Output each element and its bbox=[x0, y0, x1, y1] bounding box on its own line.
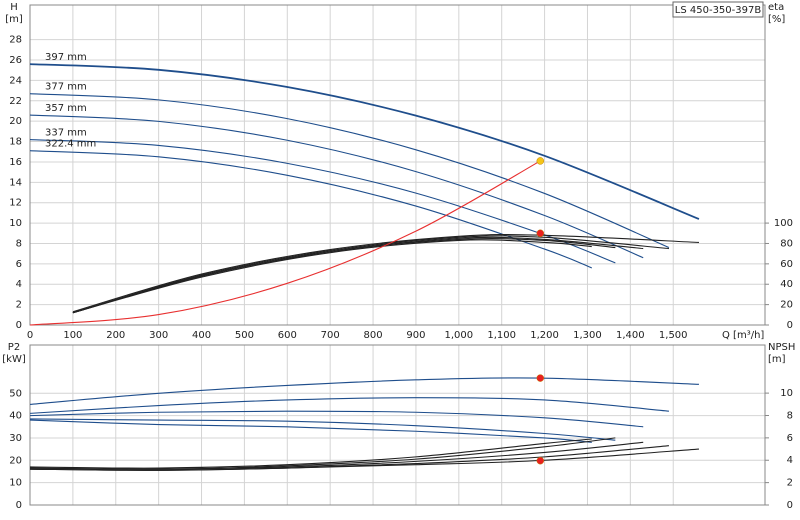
operating-point bbox=[536, 456, 545, 465]
y2-tick-label: 6 bbox=[787, 433, 793, 444]
x-tick-label: 200 bbox=[106, 330, 125, 341]
y2-tick-label: 4 bbox=[787, 455, 793, 466]
y-tick-label: 12 bbox=[9, 198, 22, 209]
x-tick-label: 1,200 bbox=[530, 330, 559, 341]
x-tick-label: 0 bbox=[27, 330, 33, 341]
curve-label: 397 mm bbox=[45, 52, 87, 63]
x-tick-label: 1,000 bbox=[445, 330, 474, 341]
curve bbox=[29, 114, 644, 259]
curve bbox=[72, 237, 616, 314]
curve bbox=[29, 93, 670, 249]
x-axis-label: Q [m³/h] bbox=[722, 330, 764, 341]
x-tick-label: 1,300 bbox=[573, 330, 602, 341]
curve-label: 337 mm bbox=[45, 128, 87, 139]
y-tick-label: 24 bbox=[9, 75, 22, 86]
curve bbox=[29, 63, 700, 220]
y2-tick-label: 100 bbox=[774, 218, 793, 229]
y-axis-unit: [m] bbox=[5, 14, 23, 25]
y-tick-label: 28 bbox=[9, 35, 22, 46]
y-tick-label: 6 bbox=[16, 259, 22, 270]
y-tick-label: 10 bbox=[9, 218, 22, 229]
y-tick-label: 0 bbox=[16, 320, 22, 331]
y-tick-label: 0 bbox=[16, 500, 22, 511]
x-tick-label: 1,500 bbox=[659, 330, 688, 341]
plot-frame bbox=[29, 4, 766, 326]
y2-axis-label: eta bbox=[768, 2, 784, 13]
curve bbox=[29, 437, 616, 470]
operating-point bbox=[536, 374, 545, 382]
y-tick-label: 20 bbox=[9, 116, 22, 127]
y-tick-label: 16 bbox=[9, 157, 22, 168]
title-box bbox=[672, 1, 764, 18]
y2-axis-label: NPSH bbox=[768, 342, 795, 353]
operating-point bbox=[536, 157, 545, 165]
y2-tick-label: 0 bbox=[787, 500, 793, 511]
y-tick-label: 8 bbox=[16, 238, 22, 249]
x-tick-label: 800 bbox=[364, 330, 383, 341]
curve bbox=[29, 445, 669, 471]
x-tick-label: 500 bbox=[235, 330, 254, 341]
y2-tick-label: 60 bbox=[780, 259, 793, 270]
x-tick-label: 300 bbox=[149, 330, 168, 341]
y-axis-label: P2 bbox=[8, 342, 20, 353]
y-tick-label: 26 bbox=[9, 55, 22, 66]
curve bbox=[29, 418, 616, 441]
curve bbox=[29, 397, 669, 414]
curve bbox=[72, 235, 669, 314]
x-tick-label: 700 bbox=[321, 330, 340, 341]
y2-axis-unit: [%] bbox=[768, 14, 785, 25]
y2-tick-label: 80 bbox=[780, 238, 793, 249]
y2-tick-label: 2 bbox=[787, 478, 793, 489]
x-tick-label: 400 bbox=[192, 330, 211, 341]
curve bbox=[29, 138, 616, 264]
curve bbox=[29, 150, 592, 269]
y2-tick-label: 20 bbox=[780, 300, 793, 311]
y-axis-unit: [kW] bbox=[2, 354, 26, 365]
x-tick-label: 100 bbox=[63, 330, 82, 341]
y-tick-label: 22 bbox=[9, 96, 22, 107]
curve bbox=[29, 410, 644, 428]
y-tick-label: 4 bbox=[16, 279, 22, 290]
curve-label: 377 mm bbox=[45, 82, 87, 93]
y2-tick-label: 10 bbox=[780, 388, 793, 399]
y2-tick-label: 0 bbox=[787, 320, 793, 331]
x-tick-label: 1,100 bbox=[487, 330, 516, 341]
curve bbox=[29, 438, 592, 469]
curve-label: 322.4 mm bbox=[45, 139, 96, 150]
y-tick-label: 20 bbox=[9, 455, 22, 466]
x-tick-label: 600 bbox=[278, 330, 297, 341]
y-tick-label: 2 bbox=[16, 300, 22, 311]
y-tick-label: 14 bbox=[9, 177, 22, 188]
y-tick-label: 30 bbox=[9, 433, 22, 444]
curve-label: 357 mm bbox=[45, 103, 87, 114]
y-tick-label: 50 bbox=[9, 388, 22, 399]
operating-point bbox=[536, 229, 545, 238]
curve bbox=[29, 419, 592, 443]
y2-tick-label: 8 bbox=[787, 410, 793, 421]
plot-frame bbox=[29, 344, 766, 506]
curve bbox=[72, 239, 592, 314]
x-tick-label: 1,400 bbox=[616, 330, 645, 341]
chart-title: LS 450-350-397B bbox=[675, 5, 762, 16]
y-tick-label: 18 bbox=[9, 137, 22, 148]
x-tick-label: 900 bbox=[406, 330, 425, 341]
curve bbox=[29, 377, 699, 405]
y2-axis-unit: [m] bbox=[768, 354, 786, 365]
y-axis-label: H bbox=[10, 2, 18, 13]
y-tick-label: 10 bbox=[9, 478, 22, 489]
y-tick-label: 40 bbox=[9, 411, 22, 422]
curve bbox=[29, 160, 541, 326]
y2-tick-label: 40 bbox=[780, 279, 793, 290]
